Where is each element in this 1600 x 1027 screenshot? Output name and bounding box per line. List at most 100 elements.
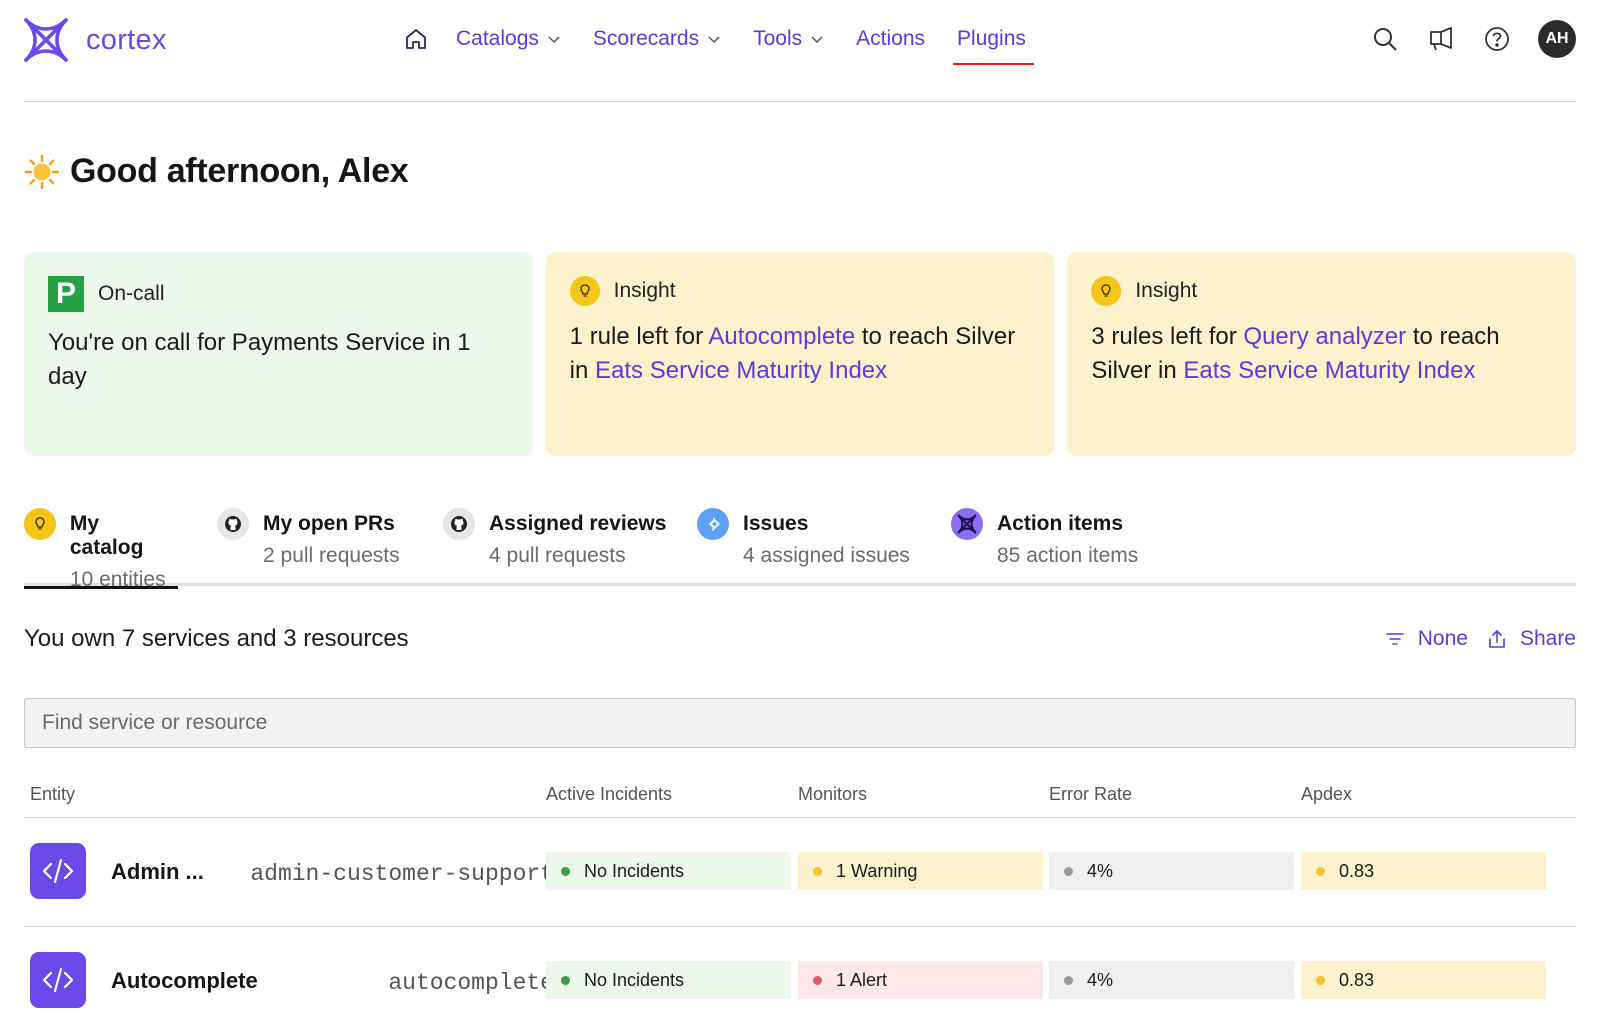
card-text: to reach Silver in: [569, 323, 1016, 384]
error-rate-status[interactable]: 4%: [1049, 961, 1294, 999]
incidents-status[interactable]: No Incidents: [546, 961, 791, 999]
card-title: Insight: [613, 279, 676, 302]
top-header: cortex Catalogs Scorecards Tools Actions…: [0, 0, 1600, 102]
apdex-text: 0.83: [1339, 969, 1375, 990]
insight-cards: P On-call You're on call for Payments Se…: [24, 252, 1577, 456]
status-dot: [813, 866, 822, 876]
nav-tools[interactable]: Tools: [753, 27, 824, 51]
nav-catalogs[interactable]: Catalogs: [456, 27, 561, 51]
nav-scorecards-label: Scorecards: [592, 27, 700, 50]
card-title: Insight: [1135, 279, 1198, 302]
share-icon: [1489, 630, 1505, 648]
entity-link[interactable]: Query analyzer: [1243, 323, 1407, 350]
incidents-text: No Incidents: [584, 860, 685, 881]
tab-issues[interactable]: Issues 4 assigned issues: [697, 508, 910, 586]
list-actions: None Share: [1384, 627, 1576, 651]
share-button[interactable]: Share: [1486, 627, 1576, 651]
ownership-summary: You own 7 services and 3 resources: [24, 625, 409, 652]
card-text: 3 rules left for: [1091, 323, 1244, 350]
scorecard-link[interactable]: Eats Service Maturity Index: [595, 357, 888, 384]
nav-plugins-label: Plugins: [957, 27, 1026, 50]
nav-tools-label: Tools: [753, 27, 803, 50]
announcements-button[interactable]: [1426, 24, 1456, 54]
error-rate-text: 4%: [1087, 860, 1114, 881]
column-header[interactable]: Apdex: [1301, 784, 1353, 804]
tab-subtitle: 4 assigned issues: [743, 544, 910, 567]
column-header[interactable]: Active Incidents: [546, 784, 673, 804]
lightbulb-icon: [569, 276, 600, 306]
code-icon: [30, 952, 86, 1008]
tab-title: Assigned reviews: [489, 512, 667, 535]
incidents-text: No Incidents: [584, 969, 685, 990]
column-header[interactable]: Entity: [30, 784, 76, 804]
filter-button[interactable]: None: [1384, 627, 1468, 651]
insight-card[interactable]: Insight 3 rules left for Query analyzer …: [1067, 252, 1577, 456]
table-row[interactable]: Admin ... admin-customer-support No Inci…: [24, 819, 1576, 927]
tab-assigned-reviews[interactable]: Assigned reviews 4 pull requests: [443, 508, 666, 586]
help-button[interactable]: [1482, 24, 1512, 54]
megaphone-icon: [1430, 27, 1452, 51]
tab-action-items[interactable]: Action items 85 action items: [951, 508, 1138, 586]
code-icon: [30, 843, 86, 899]
status-dot: [561, 866, 570, 876]
entity-link[interactable]: Autocomplete: [708, 323, 856, 350]
greeting: Good afternoon, Alex: [24, 152, 409, 191]
cortex-logo[interactable]: cortex: [22, 16, 167, 64]
card-body: 1 rule left for Autocomplete to reach Si…: [570, 320, 1031, 388]
entity-name[interactable]: Admin ...: [111, 859, 204, 884]
greeting-text: Good afternoon, Alex: [70, 152, 409, 190]
nav-catalogs-label: Catalogs: [456, 27, 539, 50]
filter-icon: [1385, 633, 1404, 645]
search-button[interactable]: [1370, 24, 1400, 54]
header-divider: [24, 101, 1576, 102]
share-label: Share: [1519, 627, 1576, 650]
table-row[interactable]: Autocomplete autocomplete No Incidents 1…: [24, 928, 1576, 1027]
card-title: On-call: [98, 282, 165, 305]
entity-tag: admin-customer-support: [250, 861, 554, 887]
user-avatar[interactable]: AH: [1538, 20, 1576, 58]
incidents-status[interactable]: No Incidents: [546, 852, 791, 890]
tab-title: Issues: [743, 512, 809, 535]
chevron-down-icon: [708, 36, 720, 44]
oncall-card[interactable]: P On-call You're on call for Payments Se…: [24, 252, 533, 456]
monitors-status[interactable]: 1 Alert: [798, 961, 1043, 999]
filter-label: None: [1417, 627, 1468, 650]
error-rate-status[interactable]: 4%: [1049, 852, 1294, 890]
entity-name[interactable]: Autocomplete: [111, 968, 258, 993]
scorecard-link[interactable]: Eats Service Maturity Index: [1183, 357, 1476, 384]
monitors-text: 1 Alert: [836, 969, 888, 990]
pagerduty-icon: P: [48, 276, 84, 312]
chevron-down-icon: [548, 36, 560, 44]
tab-subtitle: 85 action items: [997, 544, 1139, 567]
nav-actions[interactable]: Actions: [856, 27, 925, 51]
column-header[interactable]: Monitors: [798, 784, 868, 804]
card-body: You're on call for Payments Service in 1…: [48, 329, 471, 390]
cortex-logo-icon: [24, 18, 68, 62]
sun-icon: [24, 154, 60, 189]
card-text: to reach Silver in: [1091, 323, 1500, 384]
apdex-status[interactable]: 0.83: [1301, 852, 1546, 890]
apdex-text: 0.83: [1339, 860, 1375, 881]
table-header: Entity Active Incidents Monitors Error R…: [24, 768, 1576, 818]
github-icon: [443, 508, 475, 540]
card-body: 3 rules left for Query analyzer to reach…: [1091, 320, 1552, 388]
insight-card[interactable]: Insight 1 rule left for Autocomplete to …: [545, 252, 1055, 456]
column-header[interactable]: Error Rate: [1049, 784, 1133, 804]
lightbulb-icon: [24, 508, 56, 540]
tab-title: My open PRs: [263, 512, 395, 535]
monitors-status[interactable]: 1 Warning: [798, 852, 1043, 890]
card-text: 1 rule left for: [569, 323, 709, 350]
header-actions: AH: [1370, 20, 1576, 58]
tab-my-catalog[interactable]: My catalog 10 entities: [24, 508, 178, 591]
apdex-status[interactable]: 0.83: [1301, 961, 1546, 999]
nav-scorecards[interactable]: Scorecards: [593, 27, 721, 51]
status-dot: [561, 975, 570, 985]
home-icon: [406, 29, 426, 49]
nav-plugins[interactable]: Plugins: [953, 27, 1034, 65]
tab-my-open-prs[interactable]: My open PRs 2 pull requests: [217, 508, 400, 586]
status-dot: [813, 975, 822, 985]
error-rate-text: 4%: [1087, 969, 1114, 990]
main-nav: Catalogs Scorecards Tools Actions Plugin…: [402, 22, 1058, 65]
home-button[interactable]: [402, 25, 430, 53]
search-input[interactable]: [24, 698, 1576, 748]
